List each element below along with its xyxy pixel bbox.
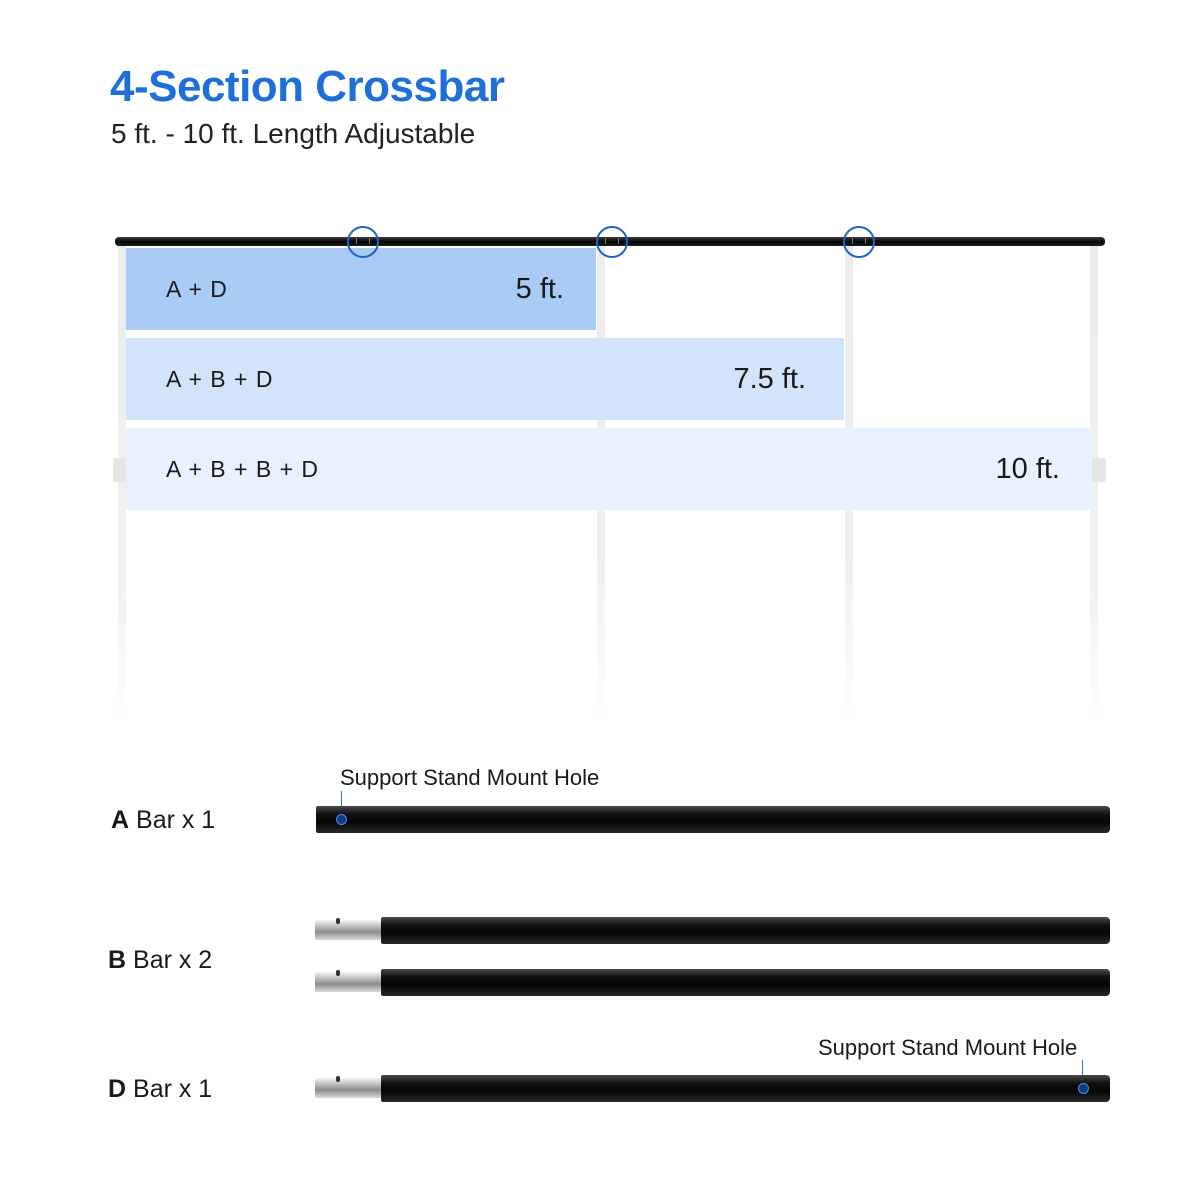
callout-leader-line: [341, 791, 342, 816]
part-quantity: Bar x 2: [133, 946, 213, 974]
config-length-label: 5 ft.: [515, 273, 564, 305]
config-length-label: 10 ft.: [995, 453, 1061, 485]
part-b-label: B Bar x 2: [108, 946, 212, 975]
part-a-label: A Bar x 1: [111, 806, 215, 835]
mount-hole: [336, 814, 347, 825]
part-d-connector-sleeve: [315, 1078, 381, 1098]
part-d-label: D Bar x 1: [108, 1075, 212, 1104]
config-combo-label: A + D: [166, 276, 228, 302]
joint-highlight-circle: [596, 226, 628, 258]
page-subtitle: 5 ft. - 10 ft. Length Adjustable: [111, 118, 476, 149]
sleeve-pin: [336, 970, 340, 976]
callout-leader-line: [1082, 1060, 1083, 1085]
part-d-mount-hole-callout: Support Stand Mount Hole: [818, 1035, 1078, 1060]
part-b-tube-2: [381, 969, 1110, 996]
config-band-a-b-d: A + B + D 7.5 ft.: [126, 338, 844, 420]
part-letter: A: [111, 806, 130, 834]
config-combo-label: A + B + D: [166, 366, 274, 392]
config-combo-label: A + B + B + D: [166, 456, 319, 482]
part-b-tube-1: [381, 917, 1110, 944]
part-quantity: Bar x 1: [136, 806, 216, 834]
support-stand-4: [1090, 245, 1098, 725]
page-title: 4-Section Crossbar: [110, 62, 505, 111]
config-length-label: 7.5 ft.: [733, 363, 806, 395]
part-letter: B: [108, 946, 127, 974]
part-d-tube: [381, 1075, 1110, 1102]
part-b-connector-sleeve: [315, 920, 381, 940]
config-band-a-b-b-d: A + B + B + D 10 ft.: [126, 428, 1092, 510]
joint-highlight-circle: [843, 226, 875, 258]
config-band-a-d: A + D 5 ft.: [126, 248, 596, 330]
part-a-mount-hole-callout: Support Stand Mount Hole: [340, 765, 600, 790]
joint-highlight-circle: [347, 226, 379, 258]
part-quantity: Bar x 1: [133, 1075, 213, 1103]
part-a-tube: [316, 806, 1110, 833]
part-letter: D: [108, 1075, 127, 1103]
mount-hole: [1078, 1083, 1089, 1094]
sleeve-pin: [336, 918, 340, 924]
sleeve-pin: [336, 1076, 340, 1082]
support-stand-1: [118, 245, 126, 725]
part-b-connector-sleeve: [315, 972, 381, 992]
